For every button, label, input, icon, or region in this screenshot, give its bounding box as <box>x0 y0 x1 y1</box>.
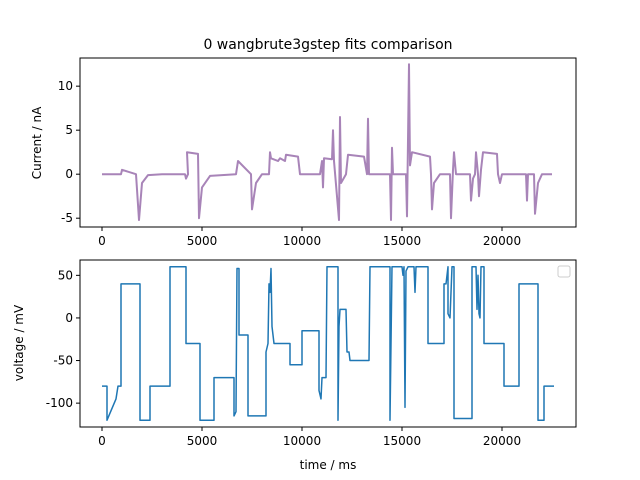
voltage-plot-frame <box>79 259 577 428</box>
current-series-line-0 <box>102 63 552 221</box>
current-ticks-group: 0 5000 10000 15000 20000 -5 0 5 10 <box>58 79 521 248</box>
y-tick-label: -5 <box>61 211 73 225</box>
current-plot: 0 wangbrute3gstep fits comparison Curren… <box>30 37 577 248</box>
x-tick-label: 5000 <box>187 234 218 248</box>
current-series-group <box>102 63 552 221</box>
current-plot-frame <box>79 57 577 228</box>
voltage-ticks-group: 0 5000 10000 15000 20000 -100 -50 0 50 <box>46 268 521 448</box>
x-tick-label: 20000 <box>483 234 521 248</box>
x-tick-label: 10000 <box>283 234 321 248</box>
x-tick-label: 0 <box>98 434 106 448</box>
x-tick-label: 10000 <box>283 434 321 448</box>
y-tick-label: -100 <box>46 396 73 410</box>
x-tick-label: 0 <box>98 234 106 248</box>
legend-box <box>557 265 571 278</box>
x-tick-label: 20000 <box>483 434 521 448</box>
y-tick-label: -50 <box>53 354 73 368</box>
y-axis-label-voltage: voltage / mV <box>12 304 26 381</box>
voltage-plot: voltage / mV time / ms 0 5000 10000 15000 20… <box>12 259 577 472</box>
y-axis-label-current: Current / nA <box>30 106 44 179</box>
x-tick-label: 5000 <box>187 434 218 448</box>
voltage-series-line-0 <box>102 266 554 421</box>
x-tick-label: 15000 <box>383 434 421 448</box>
y-tick-label: 10 <box>58 79 73 93</box>
y-tick-label: 50 <box>58 268 73 282</box>
x-axis-label: time / ms <box>300 458 357 472</box>
voltage-series-group <box>102 266 554 421</box>
x-tick-label: 15000 <box>383 234 421 248</box>
chart-title: 0 wangbrute3gstep fits comparison <box>203 37 452 53</box>
y-tick-label: 5 <box>65 123 73 137</box>
y-tick-label: 0 <box>65 167 73 181</box>
y-tick-label: 0 <box>65 311 73 325</box>
